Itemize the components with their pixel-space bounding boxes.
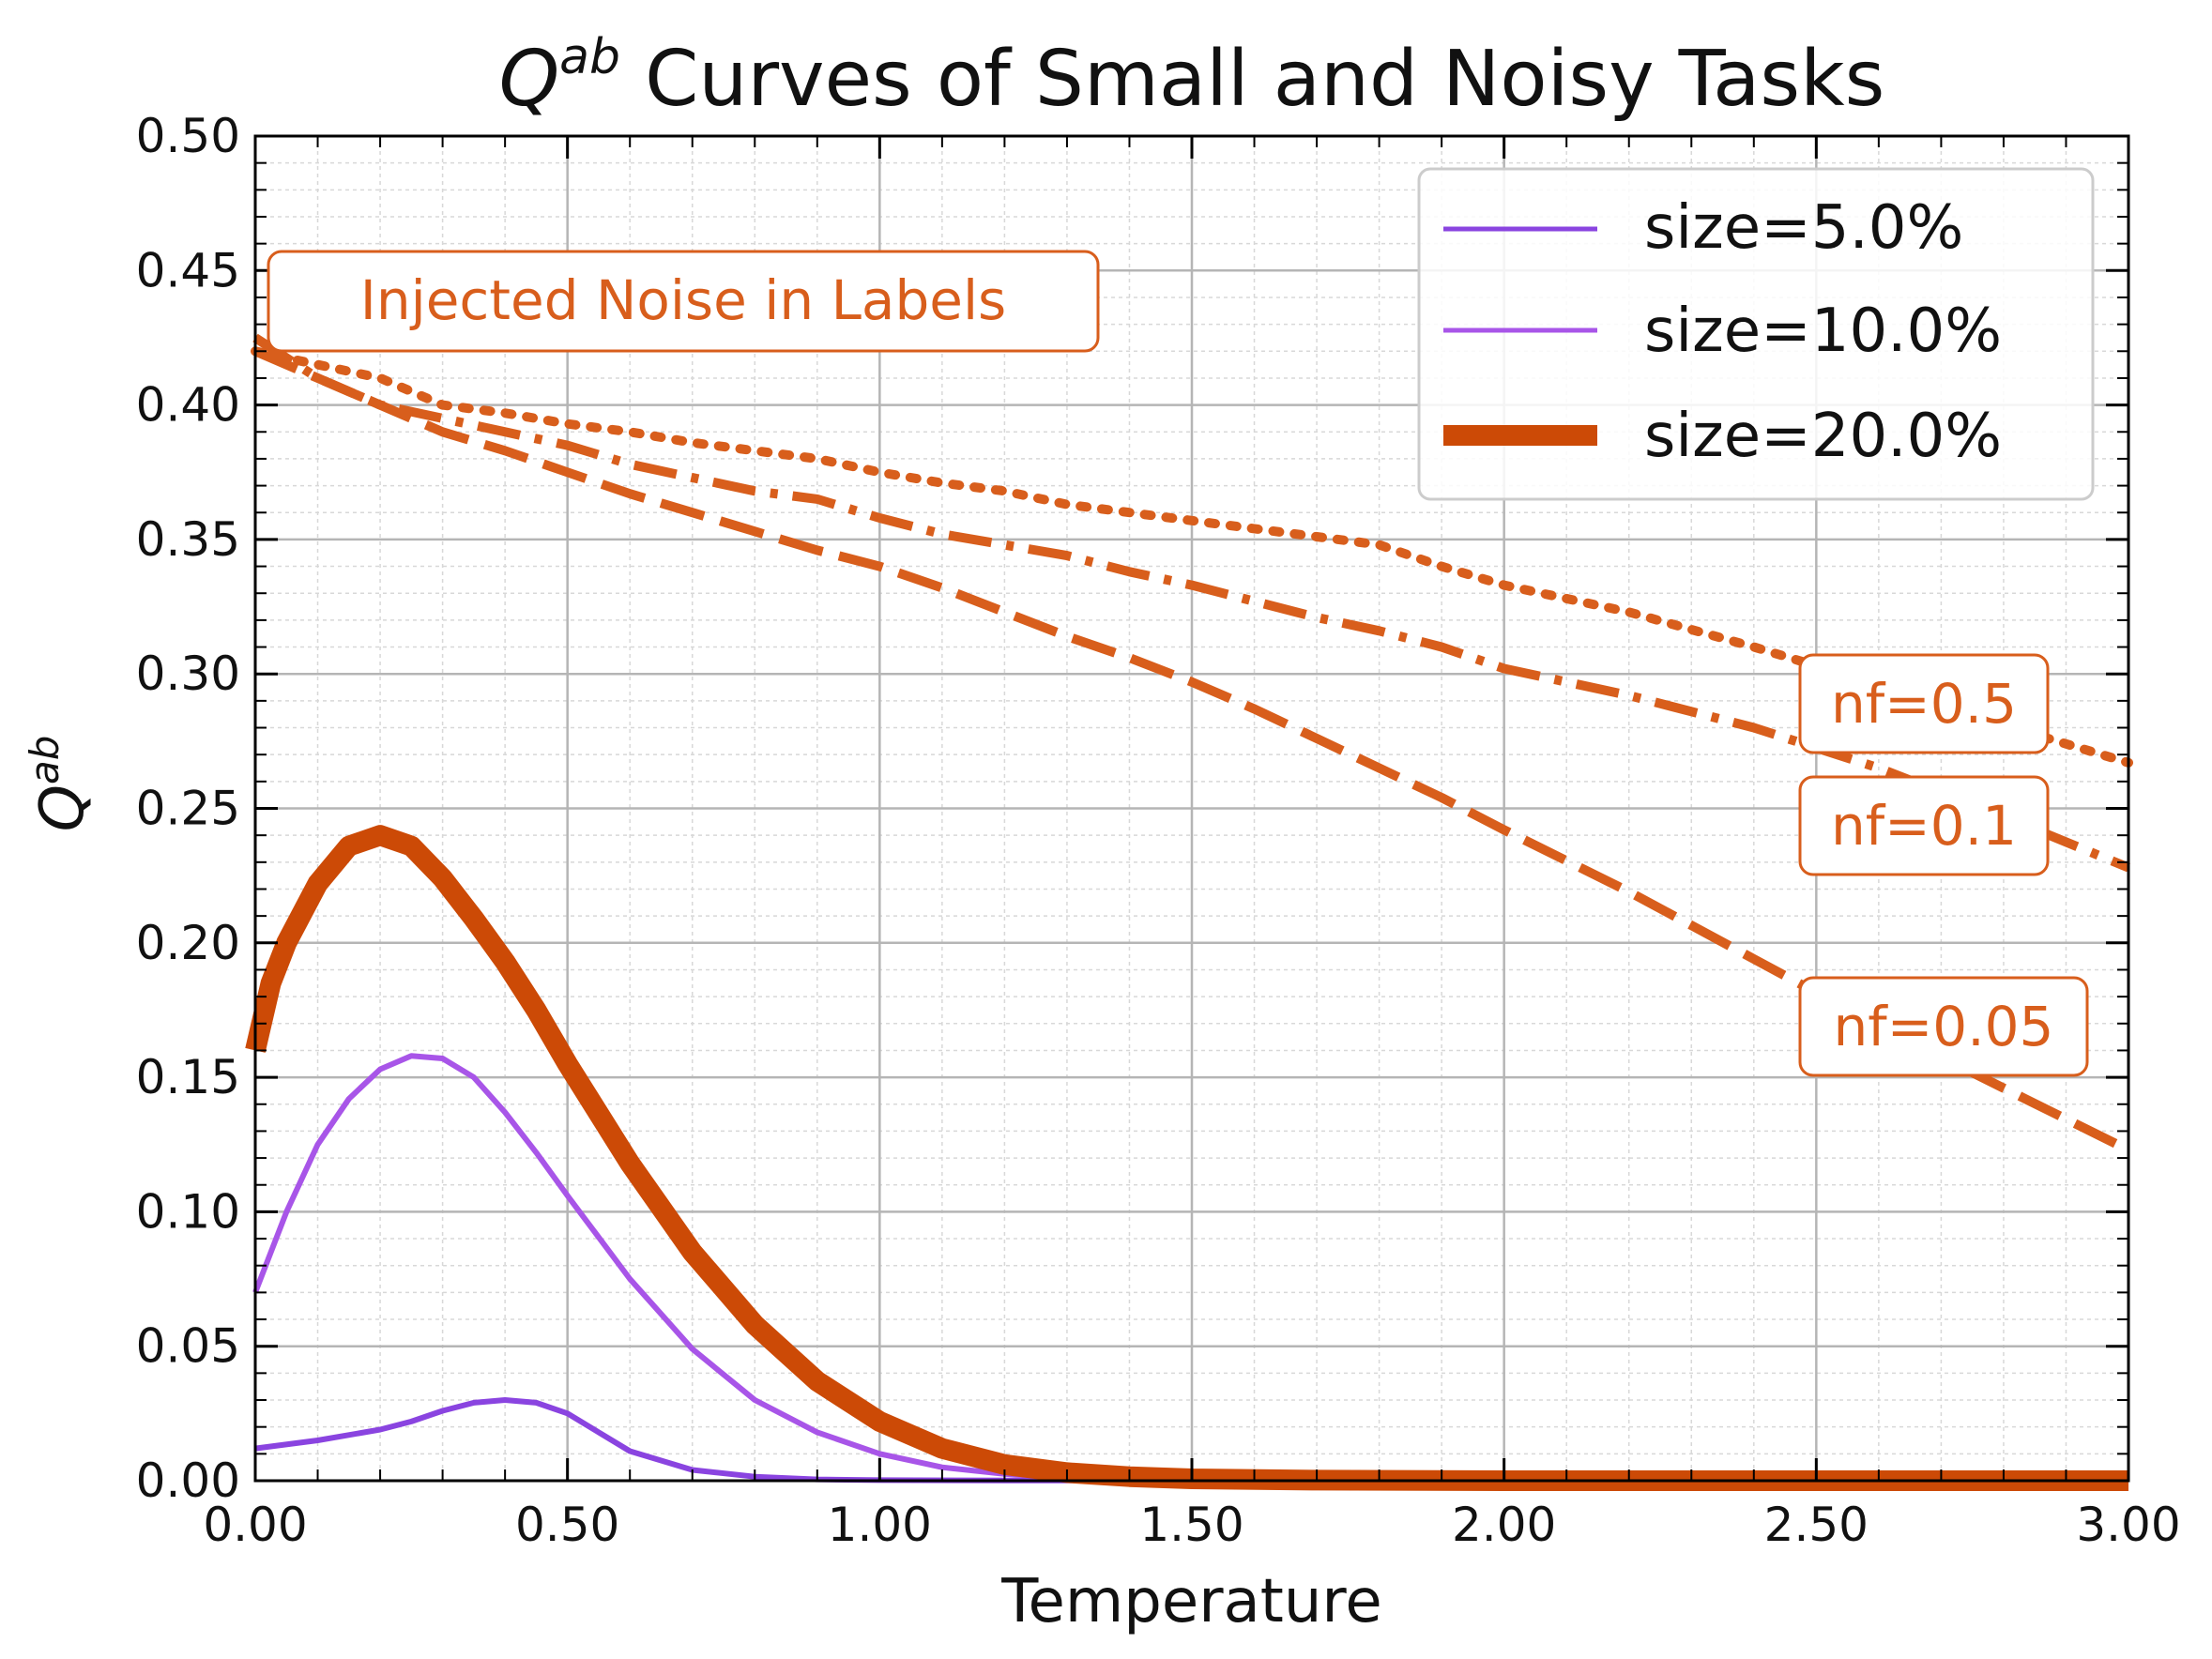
noise-annotation-box xyxy=(267,250,1100,353)
nf-label-0.1: nf=0.1 xyxy=(1798,775,2050,876)
y-tick-label: 0.35 xyxy=(136,512,240,567)
series-line-nf-0-5 xyxy=(251,346,2133,768)
chart-title-sup: ab xyxy=(559,29,620,85)
ticks-layer: 0.00 0.50 1.00 1.50 2.00 2.50 3.00 0.00 0.05 0.10… xyxy=(136,109,2181,1552)
y-tick-label: 0.10 xyxy=(136,1184,240,1239)
legend-box xyxy=(1417,167,2095,501)
y-tick-label: 0.50 xyxy=(136,109,240,163)
legend-label-size-20: size=20.0% xyxy=(1644,402,2002,471)
y-tick-label: 0.45 xyxy=(136,243,240,297)
chart-title: Qab Curves of Small and Noisy Tasks xyxy=(499,29,1885,124)
x-tick-label: 1.50 xyxy=(1139,1498,1243,1552)
legend: size=5.0% size=10.0% size=20.0% xyxy=(1417,167,2095,501)
nf-label-0.05: nf=0.05 xyxy=(1798,976,2089,1077)
x-tick-label: 3.00 xyxy=(2076,1498,2180,1552)
x-tick-label: 2.00 xyxy=(1452,1498,1556,1552)
nf-label-text: nf=0.1 xyxy=(1831,794,2017,858)
noise-annotation: Injected Noise in Labels xyxy=(267,250,1100,353)
chart-title-rest: Curves of Small and Noisy Tasks xyxy=(620,35,1884,124)
x-tick-label: 0.00 xyxy=(203,1498,307,1552)
nf-label-box xyxy=(1798,653,2050,754)
y-tick-label: 0.05 xyxy=(136,1319,240,1374)
y-axis-label: Qab xyxy=(22,736,98,832)
y-tick-label: 0.25 xyxy=(136,782,240,836)
y-axis-label-main: Q xyxy=(28,784,98,831)
legend-label-size-10: size=10.0% xyxy=(1644,297,2002,366)
y-tick-label: 0.30 xyxy=(136,647,240,701)
y-tick-label: 0.40 xyxy=(136,378,240,433)
series-line-nf-0-05 xyxy=(253,346,2131,1154)
nf-label-text: nf=0.5 xyxy=(1831,672,2017,736)
x-axis-label: Temperature xyxy=(1000,1567,1381,1636)
series-layer xyxy=(245,333,2133,1491)
nf-label-box xyxy=(1798,775,2050,876)
legend-label-size-5: size=5.0% xyxy=(1644,193,1963,263)
nf-label-text: nf=0.05 xyxy=(1834,995,2054,1058)
y-tick-label: 0.20 xyxy=(136,916,240,970)
nf-label-0.5: nf=0.5 xyxy=(1798,653,2050,754)
series-line-nf-0-1 xyxy=(252,333,2130,873)
x-tick-label: 1.00 xyxy=(828,1498,932,1552)
y-tick-label: 0.15 xyxy=(136,1050,240,1104)
x-tick-label: 0.50 xyxy=(515,1498,619,1552)
x-tick-label: 2.50 xyxy=(1764,1498,1869,1552)
y-tick-label: 0.00 xyxy=(136,1454,240,1508)
chart-title-main: Q xyxy=(499,35,560,124)
noise-annotation-text: Injected Noise in Labels xyxy=(360,268,1007,332)
nf-label-box xyxy=(1798,976,2089,1077)
y-axis-label-sup: ab xyxy=(22,736,68,784)
